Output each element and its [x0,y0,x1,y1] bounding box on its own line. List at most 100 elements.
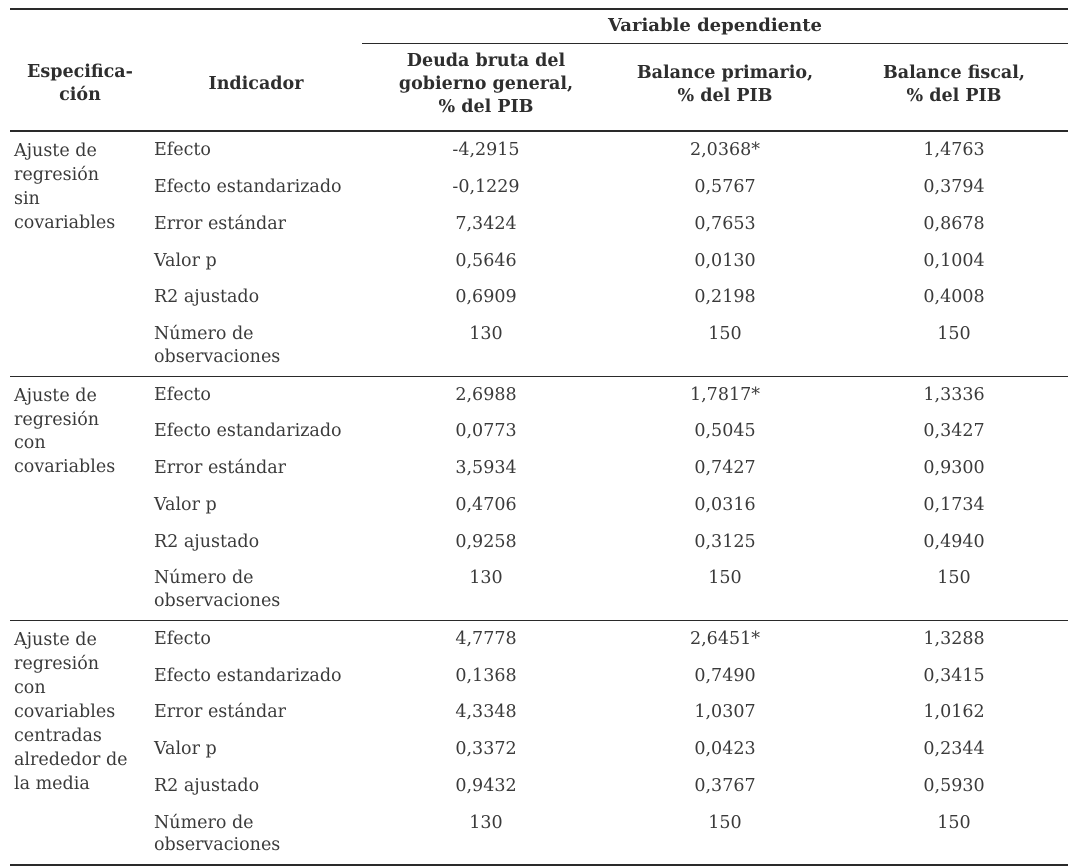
table-row: Efecto estandarizado 0,1368 0,7490 0,341… [10,658,1068,695]
indicator-cell: Número de observaciones [153,812,281,856]
table-row: Error estándar 4,3348 1,0307 1,0162 [10,694,1068,731]
value-cell: 130 [469,324,503,345]
indicator-cell: Error estándar [153,702,287,723]
value-cell: 0,6909 [455,287,517,308]
group-with-covariates: Ajuste de regresión con covariables Efec… [9,376,1068,620]
table-row: Valor p 0,4706 0,0316 0,1734 [10,487,1068,524]
spec-cell: Ajuste de regresión sin covariables [13,141,116,234]
value-cell: 0,0423 [694,739,756,760]
value-cell: 0,0316 [694,494,756,515]
value-cell: 150 [708,324,742,345]
value-cell: 0,0773 [455,421,517,442]
value-cell: 0,4008 [923,287,985,308]
value-cell: 0,4706 [455,494,517,515]
value-cell: 0,3427 [923,421,985,442]
indicator-cell: Valor p [153,494,217,515]
value-cell: 4,7778 [455,628,517,649]
indicator-cell: Valor p [153,739,217,760]
indicator-cell: Efecto [153,140,211,161]
value-cell: 4,3348 [455,702,517,723]
indicator-cell: Efecto estandarizado [153,421,342,442]
value-cell: 0,3415 [923,665,985,686]
table-row: Número de observaciones 130 150 150 [10,805,1068,866]
table-row: Ajuste de regresión con covariables cent… [10,620,1068,794]
primary-balance-column-header: Balance primario, % del PIB [609,43,840,133]
value-cell: 0,3125 [694,531,756,552]
value-cell: 0,9300 [923,458,985,479]
indicator-column-header: Indicador [149,43,362,133]
dependent-variable-row: Variable dependiente [10,9,1068,44]
fiscal-balance-column-header: Balance fiscal, % del PIB [839,43,1068,133]
value-cell: 150 [708,568,742,589]
table-header: Variable dependiente Especifica- ción In… [9,9,1068,133]
value-cell: 0,3372 [455,739,517,760]
value-cell: 1,0162 [923,702,985,723]
value-cell: 0,3767 [694,775,756,796]
value-cell: 150 [937,568,971,589]
indicator-cell: R2 ajustado [153,287,260,308]
value-cell: 7,3424 [455,213,517,234]
value-cell: 0,5045 [694,421,756,442]
value-cell: 0,3794 [923,177,985,198]
indicator-cell: R2 ajustado [153,531,260,552]
value-cell: 0,4940 [923,531,985,552]
value-cell: 0,9432 [455,775,517,796]
value-cell: 1,3288 [923,628,985,649]
table-row: Error estándar 7,3424 0,7653 0,8678 [10,206,1068,243]
value-cell: 1,3336 [923,384,985,405]
value-cell: 0,8678 [923,213,985,234]
value-cell: -0,1229 [452,177,520,198]
regression-results-table: Variable dependiente Especifica- ción In… [9,8,1068,867]
table-row: R2 ajustado 0,6909 0,2198 0,4008 [10,279,1068,316]
value-cell: 0,5767 [694,177,756,198]
group-centered-covariates: Ajuste de regresión con covariables cent… [9,620,1068,866]
indicator-cell: Número de observaciones [153,324,281,367]
value-cell: 150 [937,324,971,345]
indicator-cell: Efecto estandarizado [153,177,342,198]
value-cell: 0,5646 [455,250,517,271]
value-cell: 0,2344 [923,739,985,760]
dependent-variable-label: Variable dependiente [361,9,1068,44]
value-cell: 2,0368* [689,140,760,161]
value-cell: 0,2198 [694,287,756,308]
indicator-cell: Error estándar [153,458,287,479]
value-cell: 1,7817* [689,384,760,405]
column-headers-row: Especifica- ción Indicador Deuda bruta d… [9,43,1068,133]
spec-cell: Ajuste de regresión con covariables [13,385,116,478]
table-row: Efecto estandarizado 0,0773 0,5045 0,342… [10,413,1068,450]
indicator-cell: Efecto [153,384,211,405]
value-cell: 0,1734 [923,494,985,515]
value-cell: 130 [469,568,503,589]
table-row: Error estándar 3,5934 0,7427 0,9300 [10,450,1068,487]
value-cell: 0,7490 [694,665,756,686]
indicator-cell: Error estándar [153,213,287,234]
value-cell: 0,1004 [923,250,985,271]
indicator-cell: Efecto estandarizado [153,665,342,686]
indicator-cell: Valor p [153,250,217,271]
table-row: Número de observaciones 130 150 150 [10,560,1068,620]
header-spacer [10,9,362,44]
value-cell: 0,1368 [455,665,517,686]
table-row: Efecto estandarizado -0,1229 0,5767 0,37… [10,169,1068,206]
table-row: R2 ajustado 0,9432 0,3767 0,5930 [10,768,1068,805]
value-cell: -4,2915 [452,140,520,161]
gross-debt-column-header: Deuda bruta del gobierno general, % del … [361,43,610,133]
value-cell: 150 [708,812,742,833]
group-no-covariates: Ajuste de regresión sin covariables Efec… [10,131,1068,376]
specification-column-header: Especifica- ción [9,43,150,133]
table-row: Número de observaciones 130 150 150 [10,316,1068,376]
value-cell: 0,9258 [455,531,517,552]
value-cell: 2,6988 [455,384,517,405]
table-row: R2 ajustado 0,9258 0,3125 0,4940 [10,524,1068,561]
value-cell: 3,5934 [455,458,517,479]
table-row: Ajuste de regresión con covariables Efec… [10,376,1068,478]
value-cell: 0,0130 [694,250,756,271]
value-cell: 0,5930 [923,775,985,796]
table-row: Valor p 0,5646 0,0130 0,1004 [10,243,1068,280]
indicator-cell: R2 ajustado [153,775,260,796]
value-cell: 2,6451* [689,628,760,649]
indicator-cell: Número de observaciones [153,568,281,612]
value-cell: 130 [469,812,503,833]
value-cell: 1,4763 [923,140,985,161]
